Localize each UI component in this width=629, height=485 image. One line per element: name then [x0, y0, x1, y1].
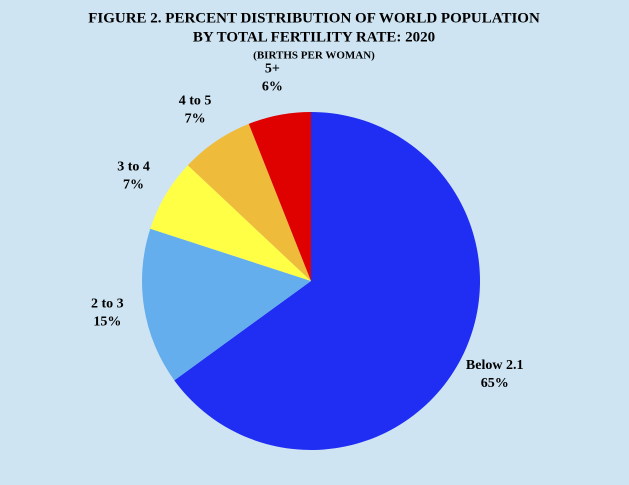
slice-label: 3 to 4	[117, 159, 150, 174]
slice-label: Below 2.1	[466, 358, 524, 373]
chart-subtitle: (BIRTHS PER WOMAN)	[253, 50, 375, 62]
value-label: 65%	[481, 376, 509, 391]
slice-label: 2 to 3	[91, 296, 124, 311]
value-label: 15%	[93, 314, 121, 329]
slice-label: 5+	[265, 62, 280, 77]
chart-title: BY TOTAL FERTILITY RATE: 2020	[193, 29, 435, 45]
pie-slice	[187, 123, 311, 282]
chart-title: FIGURE 2. PERCENT DISTRIBUTION OF WORLD …	[88, 10, 540, 26]
pie-slice	[248, 112, 311, 281]
pie-slice	[142, 228, 311, 381]
pie-slice	[150, 165, 311, 281]
value-label: 7%	[185, 112, 206, 127]
value-label: 6%	[262, 80, 283, 95]
pie-slice	[174, 112, 480, 450]
slice-label: 4 to 5	[179, 94, 212, 109]
value-label: 7%	[123, 177, 144, 192]
